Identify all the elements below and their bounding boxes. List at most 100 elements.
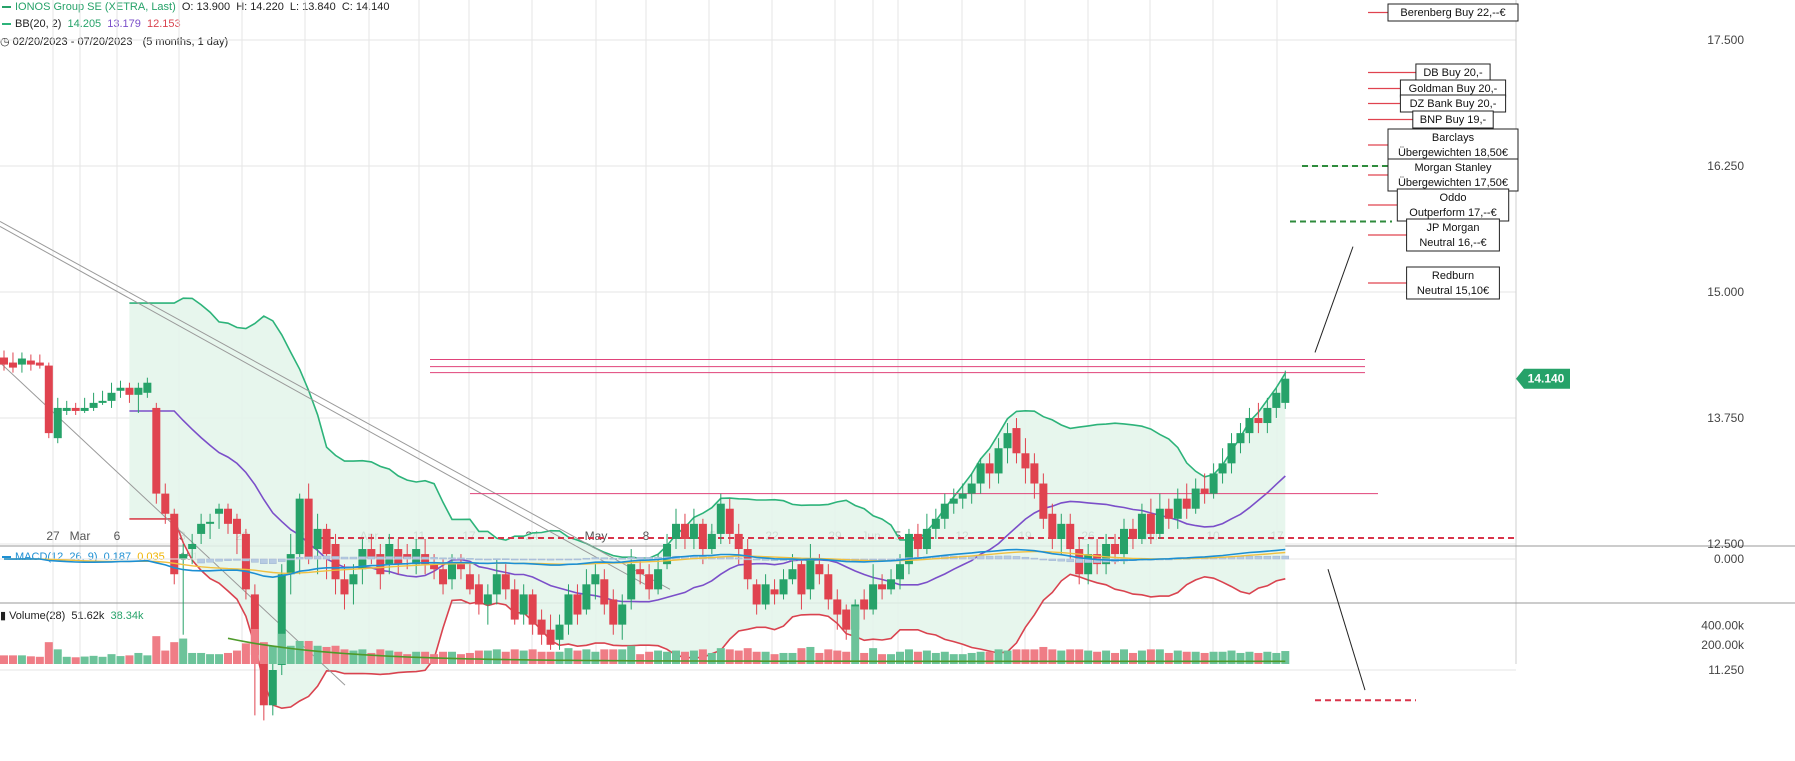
candle-body	[573, 594, 582, 615]
volume-bar	[797, 648, 806, 664]
macd-swatch	[2, 556, 11, 559]
volume-bar	[904, 649, 913, 664]
candle-body	[268, 670, 277, 706]
volume-bar	[842, 651, 851, 664]
volume-bar	[537, 651, 546, 664]
analyst-target-box	[1387, 128, 1519, 162]
candle-body	[1146, 513, 1155, 534]
analyst-target-label: Neutral 16,--€	[1419, 237, 1486, 249]
volume-bar	[241, 643, 250, 664]
candle-body	[17, 358, 26, 365]
candle-body	[887, 579, 896, 590]
candle-body	[1281, 378, 1290, 403]
candle-body	[1111, 544, 1120, 555]
volume-bar	[340, 649, 349, 664]
candle-body	[985, 463, 994, 474]
analyst-target-label: Morgan Stanley	[1414, 162, 1492, 174]
macd-histogram-bar	[493, 558, 501, 560]
macd-histogram-bar	[555, 558, 564, 561]
volume-bar	[1281, 651, 1290, 664]
macd-histogram-bar	[269, 558, 277, 564]
volume-bar	[860, 652, 869, 664]
volume-bar	[1111, 652, 1120, 664]
macd-histogram-bar	[206, 558, 214, 563]
volume-bar	[833, 650, 842, 664]
macd-histogram-bar	[224, 558, 232, 561]
volume-y-tick: 200.00k	[1701, 638, 1745, 652]
volume-bar	[331, 645, 340, 664]
volume-bar	[815, 652, 824, 664]
candle-body	[537, 619, 546, 635]
bb-label: BB(20, 2)	[15, 18, 62, 30]
candle-body	[716, 503, 725, 534]
volume-bar	[949, 654, 958, 664]
macd-histogram-bar	[304, 556, 313, 560]
macd-histogram-bar	[600, 557, 609, 560]
candle-body	[295, 498, 304, 555]
candle-body	[44, 365, 53, 434]
candle-body	[949, 498, 958, 504]
volume-bar	[53, 649, 62, 664]
volume-bar	[896, 651, 904, 664]
candle-body	[259, 649, 268, 706]
macd-histogram-bar	[1021, 556, 1030, 560]
bb-upper-value: 14.205	[67, 18, 102, 30]
candle-body	[313, 528, 322, 550]
volume-bar	[636, 654, 645, 664]
volume-bar	[752, 651, 761, 664]
candle-body	[456, 564, 465, 570]
volume-bar	[8, 655, 17, 664]
volume-bar	[582, 649, 591, 664]
candle-body	[367, 549, 376, 560]
candle-body	[224, 508, 232, 524]
candle-body	[134, 387, 143, 395]
analyst-target-label: Goldman Buy 20,-	[1409, 83, 1498, 95]
candle-body	[1057, 523, 1066, 539]
volume-bar	[286, 645, 295, 664]
volume-bar	[224, 652, 232, 664]
macd-histogram-bar	[349, 556, 358, 560]
volume-bar	[689, 650, 698, 664]
analyst-target-box	[1406, 266, 1500, 300]
macd-histogram-bar	[645, 557, 653, 560]
volume-bar	[188, 652, 197, 664]
candle-body	[304, 498, 313, 560]
macd-histogram-bar	[394, 556, 402, 560]
volume-bar	[134, 652, 143, 664]
candle-body	[940, 503, 949, 519]
volume-bar	[80, 656, 89, 664]
macd-histogram-bar	[1039, 558, 1048, 561]
macd-histogram-bar	[331, 556, 340, 560]
analyst-target-label: JP Morgan	[1427, 222, 1480, 234]
macd-histogram-bar	[537, 558, 546, 561]
candle-body	[878, 584, 887, 590]
macd-histogram-bar	[1048, 558, 1057, 561]
volume-bar	[564, 648, 573, 664]
volume-bar	[743, 648, 752, 664]
period-label: (5 months, 1 day)	[142, 36, 229, 48]
candle-body	[1102, 544, 1111, 565]
trend-line	[0, 221, 671, 590]
analyst-target-label: Übergewichten 18,50€	[1398, 147, 1508, 159]
candle-body	[241, 533, 250, 590]
candle-body	[904, 533, 913, 565]
candle-body	[761, 584, 770, 605]
volume-bar	[268, 645, 277, 664]
volume-bar	[250, 628, 259, 664]
volume-bar	[1236, 652, 1245, 664]
candle-body	[1066, 523, 1075, 550]
candle-body	[1120, 528, 1128, 555]
volume-bar	[322, 646, 331, 664]
volume-bar	[44, 642, 53, 664]
candle-body	[600, 579, 609, 605]
candle-body	[833, 599, 842, 615]
macd-histogram-bar	[761, 558, 770, 561]
candle-body	[976, 463, 985, 484]
candle-body	[286, 554, 295, 575]
candle-body	[116, 387, 125, 391]
volume-bar	[501, 651, 510, 664]
candle-body	[71, 407, 80, 411]
macd-histogram-bar	[1075, 558, 1083, 563]
macd-histogram-bar	[502, 558, 510, 560]
